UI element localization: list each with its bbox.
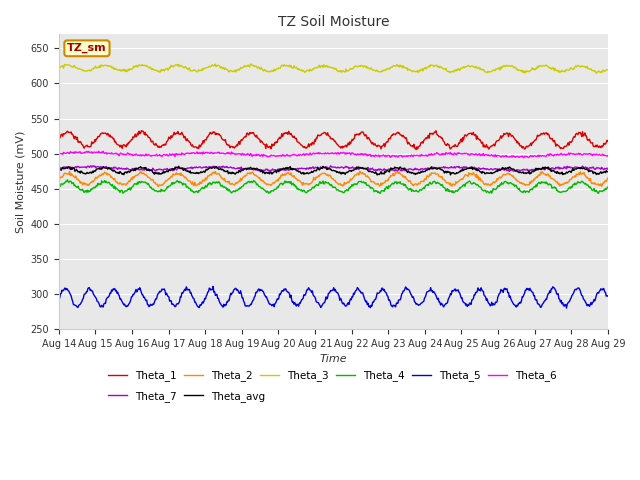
Theta_2: [179, 172, 186, 178]
Theta_7: [122, 167, 130, 172]
Theta_7: [604, 167, 612, 172]
Line: Theta_3: Theta_3: [59, 64, 608, 73]
Theta_1: [122, 144, 129, 149]
Theta_4: [418, 187, 426, 193]
Theta_2: [402, 174, 410, 180]
Theta_6: [207, 149, 214, 155]
Theta_5: [55, 295, 63, 301]
Theta_avg: [65, 164, 73, 169]
Theta_1: [55, 135, 63, 141]
Line: Theta_4: Theta_4: [59, 180, 608, 193]
Theta_2: [66, 168, 74, 174]
Title: TZ Soil Moisture: TZ Soil Moisture: [278, 15, 389, 29]
Theta_1: [207, 130, 214, 135]
Theta_6: [417, 153, 424, 159]
Theta_1: [604, 138, 612, 144]
Theta_avg: [373, 172, 381, 178]
Theta_7: [55, 165, 63, 171]
Theta_2: [65, 171, 73, 177]
Theta_3: [593, 70, 600, 76]
Legend: Theta_7, Theta_avg: Theta_7, Theta_avg: [108, 391, 265, 402]
Theta_2: [418, 179, 426, 184]
Theta_7: [178, 165, 186, 171]
Theta_2: [154, 184, 162, 190]
Theta_3: [65, 62, 73, 68]
Theta_6: [401, 153, 408, 159]
Theta_4: [66, 178, 74, 184]
Theta_5: [65, 288, 73, 294]
Line: Theta_avg: Theta_avg: [59, 166, 608, 175]
Theta_5: [604, 293, 612, 299]
Theta_5: [563, 305, 570, 311]
Theta_2: [604, 175, 612, 181]
Theta_5: [177, 294, 185, 300]
Theta_7: [65, 165, 73, 171]
Theta_7: [506, 168, 513, 174]
Theta_3: [401, 64, 408, 70]
Theta_1: [418, 140, 426, 146]
Theta_5: [209, 284, 217, 289]
Theta_3: [177, 62, 185, 68]
Theta_4: [604, 184, 612, 190]
Theta_4: [265, 191, 273, 196]
Theta_5: [122, 303, 129, 309]
Theta_2: [208, 172, 216, 178]
Theta_6: [65, 151, 73, 156]
Theta_3: [55, 65, 63, 71]
X-axis label: Time: Time: [319, 354, 347, 364]
Theta_3: [248, 61, 255, 67]
Line: Theta_7: Theta_7: [59, 166, 608, 171]
Theta_6: [55, 150, 63, 156]
Theta_6: [99, 148, 107, 154]
Theta_avg: [418, 169, 426, 175]
Text: TZ_sm: TZ_sm: [67, 43, 107, 53]
Theta_5: [417, 300, 424, 306]
Theta_avg: [175, 163, 182, 169]
Theta_5: [401, 287, 408, 292]
Line: Theta_1: Theta_1: [59, 131, 608, 150]
Theta_avg: [604, 169, 612, 175]
Theta_4: [178, 180, 186, 186]
Theta_4: [402, 182, 410, 188]
Theta_4: [122, 188, 130, 194]
Theta_3: [417, 66, 424, 72]
Theta_2: [122, 182, 130, 188]
Theta_1: [65, 130, 73, 135]
Theta_4: [63, 177, 71, 183]
Theta_3: [122, 67, 129, 72]
Theta_6: [178, 150, 186, 156]
Theta_6: [604, 153, 612, 158]
Theta_7: [87, 163, 95, 168]
Theta_4: [207, 181, 214, 187]
Theta_avg: [55, 168, 63, 174]
Y-axis label: Soil Moisture (mV): Soil Moisture (mV): [15, 131, 25, 233]
Theta_7: [207, 164, 214, 170]
Line: Theta_6: Theta_6: [59, 151, 608, 158]
Theta_1: [401, 135, 408, 141]
Theta_7: [417, 166, 424, 172]
Theta_3: [604, 67, 612, 73]
Theta_4: [55, 184, 63, 190]
Theta_1: [178, 130, 186, 135]
Theta_avg: [122, 169, 129, 175]
Theta_6: [520, 155, 527, 161]
Theta_avg: [178, 166, 186, 171]
Theta_6: [122, 152, 130, 157]
Theta_1: [412, 147, 420, 153]
Theta_avg: [207, 165, 214, 171]
Theta_2: [55, 176, 63, 182]
Theta_7: [401, 168, 408, 173]
Theta_5: [206, 286, 214, 291]
Theta_avg: [402, 167, 410, 173]
Line: Theta_2: Theta_2: [59, 171, 608, 187]
Theta_1: [138, 128, 145, 133]
Theta_3: [206, 64, 214, 70]
Line: Theta_5: Theta_5: [59, 287, 608, 308]
